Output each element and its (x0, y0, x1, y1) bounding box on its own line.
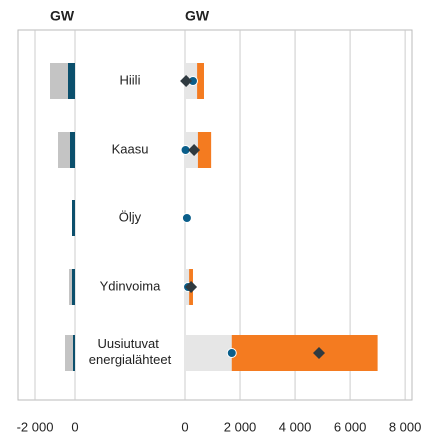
x-tick-label: 2 000 (224, 419, 257, 434)
bar (70, 132, 75, 168)
category-label: Kaasu (112, 141, 149, 156)
bar (72, 200, 75, 236)
dot-marker (181, 213, 192, 223)
dot-marker (226, 348, 237, 358)
category-label: Hiili (120, 72, 141, 87)
x-tick-label: 0 (71, 419, 78, 434)
left-axis-title: GW (50, 8, 75, 24)
x-tick-label: 6 000 (334, 419, 367, 434)
diamond-marker (188, 144, 201, 156)
diamond-marker (180, 75, 193, 87)
x-tick-label: 8 000 (389, 419, 422, 434)
x-tick-label: 4 000 (279, 419, 312, 434)
bar (73, 335, 75, 371)
diamond-marker (185, 281, 198, 293)
right-axis-title: GW (185, 8, 210, 24)
bar (72, 269, 75, 305)
diamond-marker (312, 347, 325, 359)
range-bar (185, 335, 232, 371)
bar (65, 335, 75, 371)
category-label: Uusiutuvat energialähteet (89, 336, 172, 367)
plot-frame (17, 29, 413, 401)
category-label: Ydinvoima (100, 278, 161, 293)
x-tick-label: -2 000 (17, 419, 54, 434)
x-tick-label: 0 (181, 419, 188, 434)
category-label: Öljy (119, 209, 142, 224)
bar (68, 63, 75, 99)
